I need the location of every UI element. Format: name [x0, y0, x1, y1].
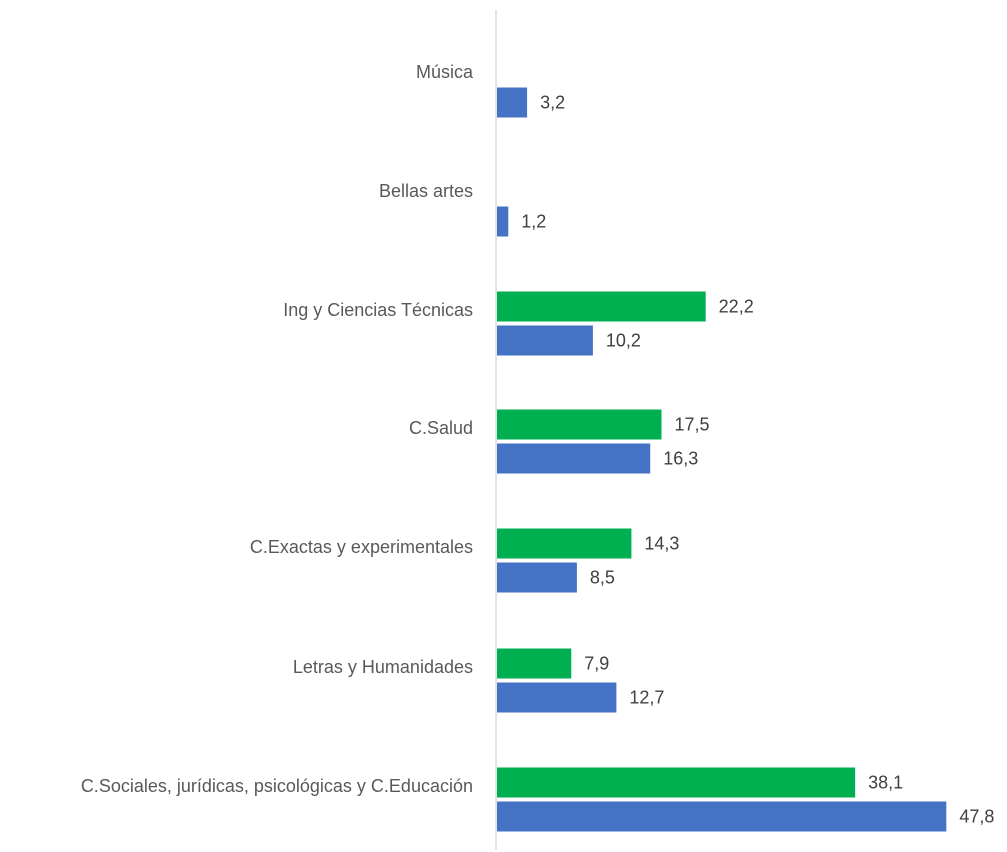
value-label-series-1-bellas-artes: 1,2 — [521, 212, 546, 232]
bar-series-1-letras-y-humanidades — [497, 682, 617, 713]
bar-series-0-c-salud — [497, 409, 662, 440]
category-label-c-salud: C.Salud — [409, 418, 473, 438]
bar-series-1-c-sociales-juridicas-psicologicas-y-c-educacion — [497, 801, 947, 832]
value-label-series-0-c-exactas-y-experimentales: 14,3 — [644, 534, 679, 554]
bar-series-0-letras-y-humanidades — [497, 648, 572, 679]
value-label-series-0-c-salud: 17,5 — [675, 415, 710, 435]
bar-series-1-c-exactas-y-experimentales — [497, 562, 577, 593]
bar-series-0-c-sociales-juridicas-psicologicas-y-c-educacion — [497, 767, 856, 798]
category-label-bellas-artes: Bellas artes — [379, 181, 473, 201]
value-label-series-1-ing-y-ciencias-tecnicas: 10,2 — [606, 331, 641, 351]
category-label-c-sociales-juridicas-psicologicas-y-c-educacion: C.Sociales, jurídicas, psicológicas y C.… — [81, 776, 473, 796]
value-label-series-1-c-exactas-y-experimentales: 8,5 — [590, 568, 615, 588]
bar-series-1-c-salud — [497, 443, 651, 474]
labels-group: Música 3,2 Bellas artes 1,2 Ing y Ciencias T… — [81, 62, 995, 827]
bar-series-1-musica — [497, 87, 528, 118]
category-label-musica: Música — [416, 62, 474, 82]
value-label-series-1-letras-y-humanidades: 12,7 — [629, 688, 664, 708]
value-label-series-1-c-salud: 16,3 — [663, 449, 698, 469]
bar-series-1-ing-y-ciencias-tecnicas — [497, 325, 593, 356]
category-label-c-exactas-y-experimentales: C.Exactas y experimentales — [250, 537, 473, 557]
value-label-series-1-c-sociales-juridicas-psicologicas-y-c-educacion: 47,8 — [959, 807, 994, 827]
bar-series-1-bellas-artes — [497, 206, 509, 237]
value-label-series-0-ing-y-ciencias-tecnicas: 22,2 — [719, 297, 754, 317]
category-label-letras-y-humanidades: Letras y Humanidades — [293, 657, 473, 677]
bar-series-0-c-exactas-y-experimentales — [497, 528, 632, 559]
category-label-ing-y-ciencias-tecnicas: Ing y Ciencias Técnicas — [283, 300, 473, 320]
bar-series-0-ing-y-ciencias-tecnicas — [497, 291, 706, 322]
value-label-series-0-letras-y-humanidades: 7,9 — [584, 654, 609, 674]
bars-group — [497, 87, 947, 832]
value-label-series-0-c-sociales-juridicas-psicologicas-y-c-educacion: 38,1 — [868, 773, 903, 793]
value-label-series-1-musica: 3,2 — [540, 93, 565, 113]
